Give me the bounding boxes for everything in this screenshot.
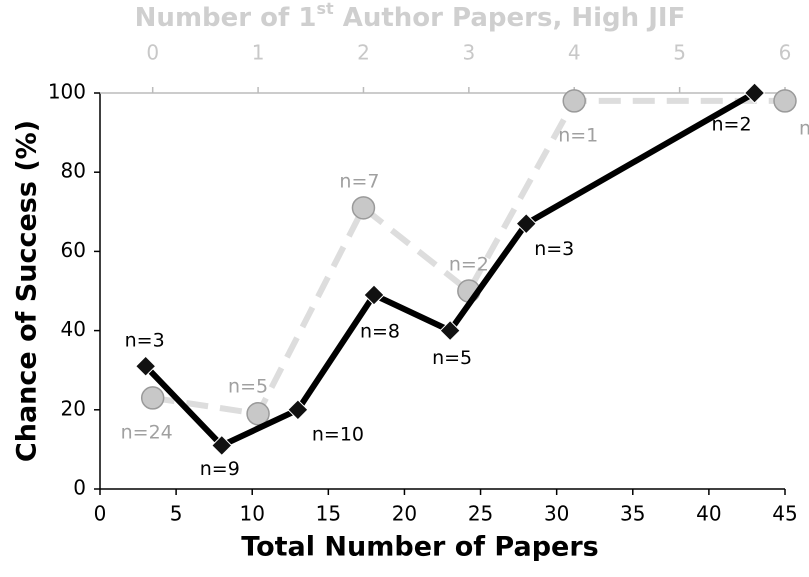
- marker: [211, 434, 233, 457]
- x2-tick-label: 2: [357, 41, 370, 65]
- point-label: n=3: [534, 238, 574, 260]
- y-tick-label: 40: [61, 317, 86, 341]
- x-tick-label: 5: [170, 502, 183, 526]
- point-label: n=24: [121, 421, 173, 443]
- x-tick-label: 20: [392, 502, 417, 526]
- x2-label-part: Author Papers, High JIF: [334, 3, 686, 33]
- y-tick-label: 0: [73, 476, 86, 500]
- x-tick-label: 45: [772, 502, 797, 526]
- x2-label-part: Number of 1: [135, 3, 317, 33]
- x-tick-label: 30: [544, 502, 569, 526]
- point-label: n=2: [711, 114, 751, 136]
- marker: [743, 82, 766, 104]
- marker: [439, 319, 461, 342]
- point-label: n=5: [432, 347, 472, 369]
- x-tick-label: 40: [696, 502, 721, 526]
- x2-tick-label: 5: [673, 41, 686, 65]
- y-tick-label: 80: [61, 159, 86, 183]
- marker: [773, 89, 797, 113]
- x2-axis-label: Number of 1st Author Papers, High JIF: [135, 0, 686, 33]
- point-label: n=10: [312, 423, 364, 445]
- y-tick-label: 100: [48, 80, 86, 104]
- y-tick-label: 60: [61, 238, 86, 262]
- marker: [562, 89, 586, 113]
- x-axis-label: Total Number of Papers: [241, 532, 598, 563]
- point-label: n=8: [360, 320, 400, 342]
- y-tick-label: 20: [61, 396, 86, 420]
- marker: [287, 399, 309, 421]
- x2-tick-label: 6: [779, 41, 792, 65]
- x2-tick-label: 3: [462, 41, 475, 65]
- point-label: n=7: [339, 170, 379, 192]
- x-tick-label: 35: [620, 502, 645, 526]
- marker: [363, 284, 385, 306]
- point-label: n=5: [228, 375, 268, 397]
- marker: [351, 196, 376, 220]
- x2-label-sup: st: [316, 0, 334, 18]
- point-label: n=3: [125, 330, 165, 352]
- point-label: n=1: [799, 117, 809, 139]
- x-tick-label: 15: [316, 502, 341, 526]
- point-label: n=1: [558, 124, 598, 146]
- x-tick-label: 25: [468, 502, 493, 526]
- marker: [246, 402, 270, 426]
- x-tick-label: 0: [94, 502, 107, 526]
- marker: [515, 213, 537, 235]
- marker: [135, 355, 157, 377]
- marker: [140, 386, 165, 410]
- x2-tick-label: 4: [568, 41, 581, 65]
- series-line: [152, 97, 785, 417]
- x2-tick-label: 1: [252, 41, 265, 65]
- point-label: n=9: [200, 458, 240, 480]
- x-tick-label: 10: [239, 502, 264, 526]
- y-axis-label: Chance of Success (%): [12, 120, 43, 462]
- x2-tick-label: 0: [146, 41, 159, 65]
- point-label: n=2: [449, 254, 489, 276]
